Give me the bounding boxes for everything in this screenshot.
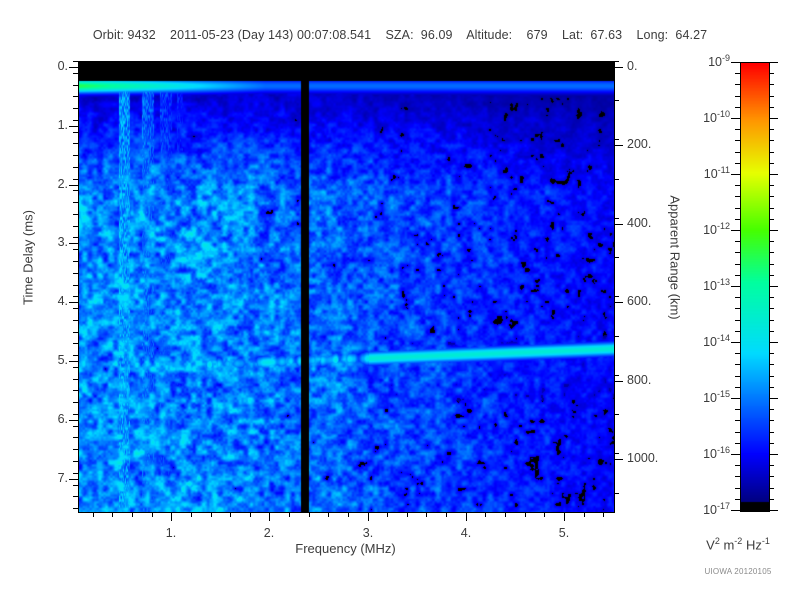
colorbar-tick-mark [731, 174, 740, 175]
y-tick-label-left: 6. [57, 412, 68, 426]
colorbar-tick-label: 10-9 [708, 53, 730, 70]
tick-mark [69, 302, 78, 303]
y-axis-title-left: Time Delay (ms) [20, 210, 36, 305]
tick-mark [69, 361, 78, 362]
tick-mark [614, 224, 623, 225]
colorbar-tick-mark [769, 398, 778, 399]
tick-mark [466, 512, 467, 521]
tick-mark [564, 512, 565, 521]
x-tick-label: 3. [362, 526, 374, 540]
tick-mark [69, 420, 78, 421]
y-axis-title-right: Apparent Range (km) [667, 195, 683, 320]
ionogram-heatmap[interactable] [79, 62, 614, 512]
unit-exponent: -2 [734, 536, 743, 546]
colorbar-tick-mark [731, 118, 740, 119]
tick-mark [171, 512, 172, 521]
colorbar-tick-mark [731, 454, 740, 455]
x-tick-label: 2. [263, 526, 275, 540]
colorbar-tick-label: 10-15 [703, 389, 730, 406]
colorbar-unit-label: V2 m-2 Hz-1 [676, 536, 800, 552]
tick-mark [614, 67, 623, 68]
colorbar-gradient [741, 63, 769, 511]
tick-mark [69, 479, 78, 480]
colorbar-tick-mark [731, 62, 740, 63]
colorbar-tick-label: 10-16 [703, 445, 730, 462]
colorbar-tick-mark [731, 286, 740, 287]
y-tick-label-left: 7. [57, 471, 68, 485]
tick-mark [69, 243, 78, 244]
colorbar-tick-mark [769, 286, 778, 287]
tick-mark [69, 185, 78, 186]
colorbar-tick-mark [731, 342, 740, 343]
tick-mark [614, 302, 623, 303]
colorbar-tick-mark [731, 398, 740, 399]
colorbar-tick-mark [731, 230, 740, 231]
colorbar-tick-mark [769, 62, 778, 63]
y-tick-label-left: 0. [57, 59, 68, 73]
tick-mark [69, 67, 78, 68]
y-tick-label-left: 1. [57, 118, 68, 132]
unit-base: V [706, 537, 715, 553]
x-tick-label: 5. [558, 526, 570, 540]
colorbar-tick-label: 10-10 [703, 109, 730, 126]
y-tick-label-right: 1000. [627, 451, 659, 465]
observation-header: Orbit: 9432 2011-05-23 (Day 143) 00:07:0… [92, 28, 708, 42]
ionogram-plot-area[interactable] [78, 61, 615, 513]
colorbar[interactable] [740, 62, 770, 512]
colorbar-tick-mark [731, 510, 740, 511]
tick-mark [614, 145, 623, 146]
unit-exponent: 2 [714, 536, 720, 546]
colorbar-tick-label: 10-17 [703, 501, 730, 518]
unit-base: m [723, 537, 735, 553]
unit-base: Hz [745, 537, 762, 553]
tick-mark [69, 126, 78, 127]
y-tick-label-right: 0. [627, 59, 638, 73]
tick-mark [614, 381, 623, 382]
colorbar-tick-mark [769, 510, 778, 511]
credit-label: UIOWA 20120105 [704, 567, 772, 576]
x-axis-title: Frequency (MHz) [295, 541, 396, 556]
colorbar-tick-mark [769, 454, 778, 455]
colorbar-tick-mark [769, 342, 778, 343]
y-tick-label-left: 5. [57, 353, 68, 367]
tick-mark [614, 459, 623, 460]
tick-mark [368, 512, 369, 521]
x-tick-label: 1. [165, 526, 177, 540]
y-tick-label-right: 800. [627, 373, 652, 387]
colorbar-tick-mark [769, 230, 778, 231]
y-tick-label-right: 200. [627, 137, 652, 151]
unit-exponent: -1 [761, 536, 770, 546]
colorbar-tick-mark [769, 118, 778, 119]
colorbar-tick-mark [769, 174, 778, 175]
tick-mark [269, 512, 270, 521]
x-tick-label: 4. [460, 526, 472, 540]
